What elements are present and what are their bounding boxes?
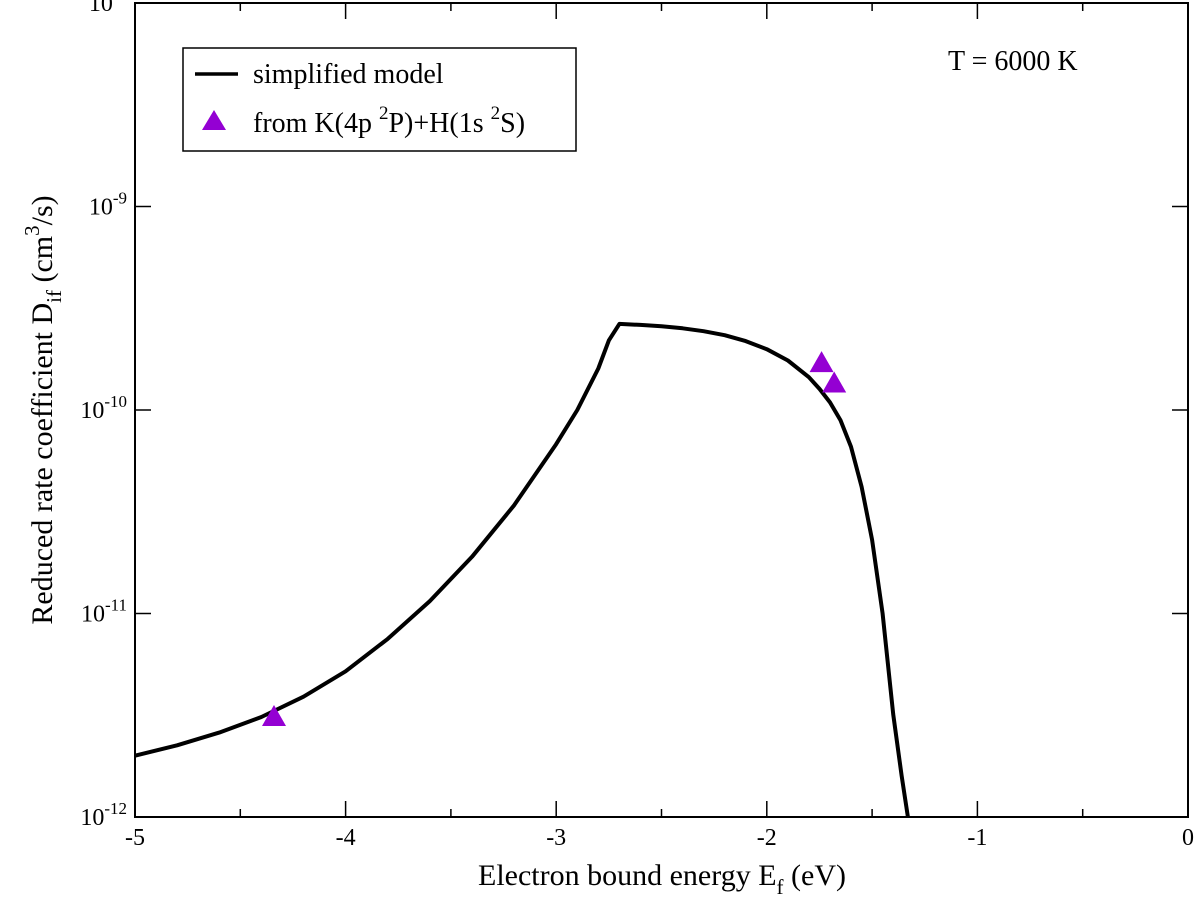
y-axis-title-unit-pre: (cm (26, 236, 59, 290)
y-tick-base: 10 (80, 398, 104, 424)
y-tick-label: 10-11 (81, 596, 127, 628)
legend-marker-text-2: P)+H(1s (388, 108, 490, 139)
legend-marker-text-1: from K(4p (253, 108, 379, 139)
legend-marker-swatch (202, 110, 226, 130)
legend-marker-label: from K(4p 2P)+H(1s 2S) (253, 103, 525, 139)
data-point-triangle (822, 371, 847, 393)
data-point-triangle (261, 705, 286, 727)
x-axis: -5 -4 -3 -2 -1 0 (125, 3, 1194, 851)
y-axis-title-sub: if (42, 290, 66, 303)
x-axis-title-main: Electron bound energy E (478, 859, 777, 892)
y-tick-label: 10-9 (89, 189, 127, 221)
legend-box (182, 47, 577, 152)
legend-marker-text-3: S) (500, 108, 525, 139)
legend-marker-sup-1: 2 (379, 103, 389, 124)
y-tick-base: 10 (81, 602, 105, 628)
series-layer (134, 321, 910, 818)
x-tick-label: -4 (336, 825, 356, 851)
x-tick-label: -3 (546, 825, 566, 851)
data-point-triangle (809, 351, 834, 373)
y-tick-exponent: -8 (113, 0, 127, 4)
y-tick-exponent: -10 (104, 392, 127, 411)
y-axis-title-unit-sup: 3 (20, 225, 44, 236)
x-tick-label: -2 (757, 825, 777, 851)
legend-marker-sup-2: 2 (491, 103, 501, 124)
x-axis-title-suffix: (eV) (784, 859, 846, 892)
y-tick-exponent: -9 (113, 189, 127, 208)
y-tick-base: 10 (80, 805, 104, 831)
y-axis-title-main: Reduced rate coefficient D (26, 303, 59, 625)
y-axis-title-unit-post: /s) (26, 195, 59, 225)
y-tick-exponent: -11 (105, 596, 127, 615)
x-axis-title: Electron bound energy Ef (eV) (478, 859, 846, 899)
y-tick-base: 10 (89, 195, 113, 221)
y-tick-exponent: -12 (104, 799, 127, 818)
y-tick-label: 10-8 (89, 0, 127, 17)
x-tick-label: 0 (1182, 825, 1194, 851)
x-axis-title-sub: f (777, 875, 784, 899)
x-tick-label: -1 (967, 825, 987, 851)
legend-line-label: simplified model (253, 59, 444, 90)
temperature-annotation: T = 6000 K (948, 46, 1078, 77)
series-line-simplified-model (134, 321, 910, 818)
y-tick-label: 10-12 (80, 799, 127, 831)
legend: simplified model from K(4p 2P)+H(1s 2S) (182, 47, 577, 152)
y-tick-base: 10 (89, 0, 113, 17)
y-axis-title: Reduced rate coefficient Dif (cm3/s) (20, 195, 66, 624)
y-tick-label: 10-10 (80, 392, 127, 424)
x-tick-label: -5 (125, 825, 145, 851)
